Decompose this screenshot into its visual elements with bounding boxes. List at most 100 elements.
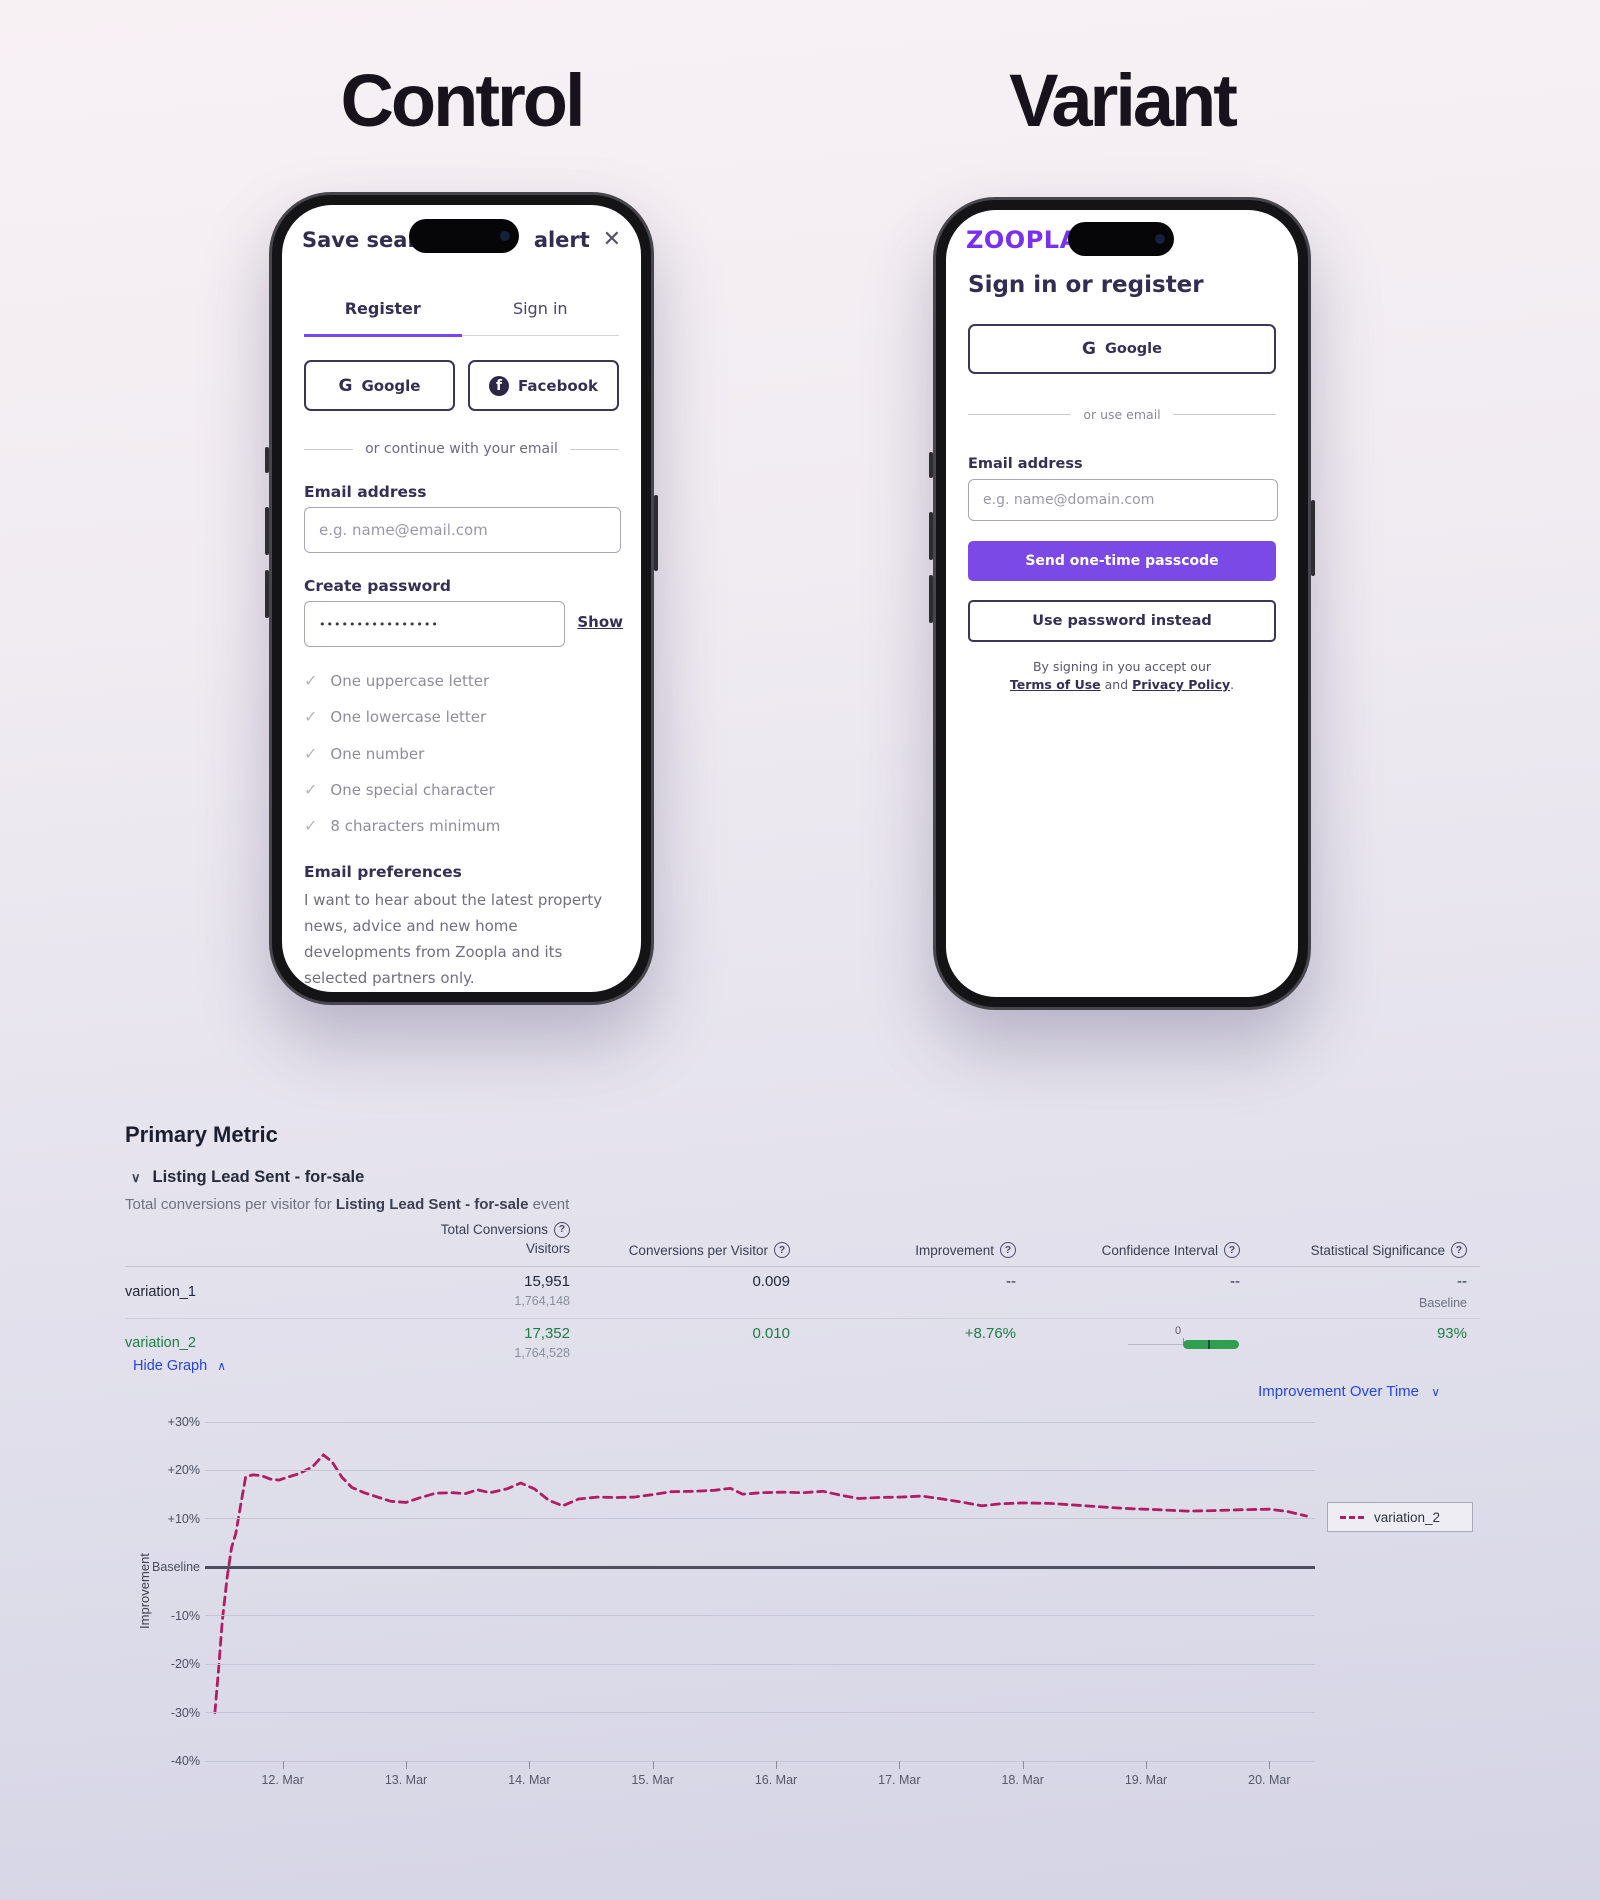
- send-passcode-button[interactable]: Send one-time passcode: [968, 541, 1276, 581]
- divider-text: or use email: [1083, 407, 1161, 422]
- header-label: Confidence Interval: [1101, 1242, 1218, 1258]
- email-divider: or continue with your email: [304, 441, 620, 457]
- front-camera: [500, 231, 510, 241]
- row-variation-2-cpv: 0.010: [752, 1325, 790, 1342]
- create-password-label: Create password: [304, 577, 452, 595]
- row-variation-1-cpv: 0.009: [570, 1267, 790, 1319]
- modal-title-row: Save sear alert ✕: [302, 227, 621, 252]
- google-label: Google: [361, 376, 421, 395]
- chart-legend[interactable]: variation_2: [1327, 1502, 1473, 1532]
- y-axis-label: -40%: [170, 1754, 200, 1768]
- chart-line-svg: [213, 1452, 1308, 1715]
- ci-green-bar: [1183, 1340, 1239, 1349]
- divider-line: [304, 448, 354, 450]
- google-login-button[interactable]: G Google: [968, 324, 1276, 374]
- facebook-label: Facebook: [518, 376, 598, 395]
- google-icon: G: [1082, 339, 1096, 359]
- subtitle-metric: Listing Lead Sent - for-sale: [335, 1196, 529, 1213]
- check-icon: ✓: [304, 816, 318, 835]
- terms-text: By signing in you accept our Terms of Us…: [968, 658, 1276, 694]
- help-icon[interactable]: ?: [1224, 1242, 1240, 1258]
- chart-dropdown-label: Improvement Over Time: [1258, 1383, 1420, 1400]
- control-heading: Control: [340, 59, 585, 142]
- password-rule-item: ✓ One special character: [304, 780, 495, 799]
- use-password-button[interactable]: Use password instead: [968, 600, 1276, 642]
- terms-and: and: [1100, 677, 1133, 692]
- x-axis-tick: [282, 1761, 284, 1769]
- control-screen: Save sear alert ✕ Register Sign in G Goo…: [282, 205, 641, 992]
- google-label: Google: [1104, 341, 1162, 357]
- tab-register[interactable]: Register: [304, 299, 462, 337]
- conversions-value: 17,352: [524, 1325, 570, 1342]
- header-label: Statistical Significance: [1310, 1242, 1445, 1258]
- google-login-button[interactable]: G Google: [304, 360, 455, 411]
- terms-suffix: .: [1230, 677, 1235, 692]
- volume-up-button: [929, 512, 933, 560]
- help-icon[interactable]: ?: [554, 1221, 570, 1238]
- x-axis-label: 18. Mar: [1001, 1773, 1044, 1787]
- email-input[interactable]: [304, 507, 621, 553]
- column-header-improvement: Improvement ?: [790, 1220, 1016, 1267]
- subtitle-prefix: Total conversions per visitor for: [125, 1196, 336, 1213]
- rule-label: 8 characters minimum: [330, 816, 501, 835]
- variant-screen: ZOOPLA Sign in or register G Google or u…: [946, 210, 1298, 997]
- mute-switch: [265, 447, 269, 473]
- email-preferences-title: Email preferences: [304, 863, 462, 881]
- chevron-down-icon[interactable]: ∨: [131, 1169, 141, 1185]
- y-axis-title: Improvement: [137, 1553, 152, 1629]
- facebook-login-button[interactable]: f Facebook: [468, 360, 619, 411]
- check-icon: ✓: [304, 707, 318, 726]
- email-divider: or use email: [968, 407, 1276, 422]
- y-axis-label: -10%: [170, 1608, 200, 1623]
- password-input[interactable]: [304, 601, 565, 647]
- help-icon[interactable]: ?: [1451, 1242, 1467, 1258]
- confidence-interval-bar: 0: [1128, 1325, 1240, 1353]
- row-variation-2-name: variation_2: [125, 1334, 196, 1351]
- gridline: [205, 1760, 1315, 1762]
- ss-value: --: [1457, 1273, 1467, 1290]
- improvement-over-time-dropdown[interactable]: Improvement Over Time ∨: [1258, 1383, 1440, 1400]
- help-icon[interactable]: ?: [774, 1242, 790, 1258]
- gridline: [205, 1421, 1315, 1423]
- check-icon: ✓: [304, 671, 318, 690]
- metric-subtitle: Total conversions per visitor for Listin…: [125, 1196, 569, 1213]
- chevron-down-icon: ∨: [1431, 1385, 1440, 1399]
- volume-up-button: [265, 507, 269, 555]
- row-variation-1-improvement: --: [790, 1267, 1016, 1319]
- column-header-empty: [125, 1220, 305, 1267]
- header-label: Visitors: [525, 1241, 570, 1256]
- facebook-icon: f: [489, 375, 510, 396]
- visitors-value: 1,764,148: [514, 1294, 570, 1308]
- visitors-value: 1,764,528: [514, 1346, 570, 1360]
- improvement-chart: Improvement Over Time ∨ Improvement vari…: [125, 1380, 1525, 1800]
- email-preferences-text: I want to hear about the latest property…: [304, 891, 603, 987]
- google-icon: G: [338, 375, 353, 396]
- ci-bar-midline: [1208, 1340, 1210, 1349]
- row-variation-2-ss: 93%: [1436, 1325, 1467, 1342]
- email-input[interactable]: [968, 479, 1278, 521]
- x-axis-tick: [899, 1761, 901, 1769]
- column-header-cpv: Conversions per Visitor ?: [570, 1220, 790, 1267]
- y-axis-label: +20%: [167, 1463, 200, 1478]
- ci-zero-label: 0: [1175, 1325, 1182, 1337]
- row-variation-1-ci: --: [1016, 1267, 1240, 1319]
- x-axis-tick: [776, 1761, 778, 1769]
- social-login-row: G Google f Facebook: [304, 360, 619, 411]
- terms-of-use-link[interactable]: Terms of Use: [1009, 677, 1101, 692]
- ci-track-line: [1128, 1344, 1183, 1345]
- password-rule-item: ✓ 8 characters minimum: [304, 816, 500, 835]
- privacy-policy-link[interactable]: Privacy Policy: [1132, 677, 1231, 692]
- legend-dash-sample: [1340, 1515, 1364, 1519]
- x-axis-label: 20. Mar: [1248, 1773, 1291, 1787]
- terms-prefix: By signing in you accept our: [1032, 659, 1211, 674]
- metric-name: Listing Lead Sent - for-sale: [152, 1168, 365, 1186]
- x-axis-tick: [529, 1761, 531, 1769]
- dynamic-island-notch: [1068, 222, 1174, 256]
- tab-sign-in[interactable]: Sign in: [512, 299, 568, 318]
- hide-graph-link[interactable]: Hide Graph ∧: [133, 1358, 226, 1374]
- primary-metric-title: Primary Metric: [125, 1122, 278, 1147]
- show-password-link[interactable]: Show: [577, 613, 623, 631]
- close-icon[interactable]: ✕: [602, 227, 621, 252]
- x-axis-label: 12. Mar: [261, 1773, 304, 1787]
- help-icon[interactable]: ?: [1000, 1242, 1016, 1258]
